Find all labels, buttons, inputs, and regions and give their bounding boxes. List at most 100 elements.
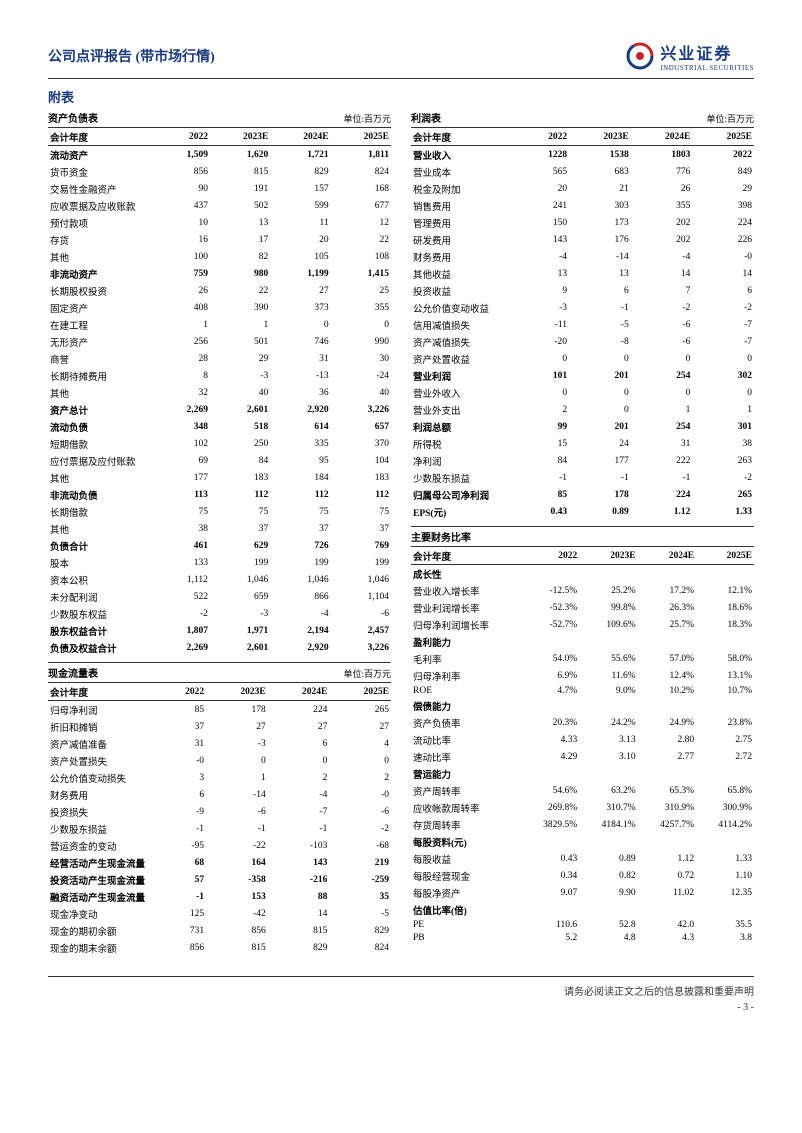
table-cell: -12.5% xyxy=(521,582,579,599)
table-cell: 35 xyxy=(329,888,391,905)
table-cell: 100 xyxy=(158,248,210,265)
table-cell: 营业利润 xyxy=(411,367,521,384)
table-cell: -1 xyxy=(158,820,206,837)
table-cell: 财务费用 xyxy=(48,786,158,803)
table-cell: 265 xyxy=(692,486,754,503)
table-cell: 310.9% xyxy=(638,799,696,816)
table-cell: 815 xyxy=(210,163,270,180)
table-cell: 无形资产 xyxy=(48,333,158,350)
table-cell: -4 xyxy=(521,248,569,265)
table-row: 资产处置收益0000 xyxy=(411,350,754,367)
table-cell: 177 xyxy=(569,452,631,469)
table-cell: 75 xyxy=(210,503,270,520)
table-cell: -0 xyxy=(158,752,206,769)
table-row: 财务费用-4-14-4-0 xyxy=(411,248,754,265)
table-cell: -0 xyxy=(329,786,391,803)
table-cell: 在建工程 xyxy=(48,316,158,333)
table-cell: 856 xyxy=(206,922,268,939)
table-cell: 746 xyxy=(270,333,330,350)
table-cell: 178 xyxy=(206,701,268,719)
table-row: 营运能力 xyxy=(411,765,754,782)
table-cell: -20 xyxy=(521,333,569,350)
table-cell: 659 xyxy=(210,588,270,605)
table-cell: 0 xyxy=(521,384,569,401)
table-cell: 112 xyxy=(331,486,391,503)
table-cell: 829 xyxy=(329,922,391,939)
table-cell: 125 xyxy=(158,905,206,922)
table-cell: 22 xyxy=(331,231,391,248)
table-cell: 其他 xyxy=(48,469,158,486)
table-cell: 153 xyxy=(206,888,268,905)
table-row: PB5.24.84.33.8 xyxy=(411,931,754,944)
table-cell: 65.8% xyxy=(696,782,754,799)
company-logo: 兴业证券 INDUSTRIAL SECURITIES xyxy=(626,40,754,72)
table-row: 投资收益9676 xyxy=(411,282,754,299)
footer-disclaimer: 请务必阅读正文之后的信息披露和重要声明 xyxy=(48,976,754,998)
table-cell: 现金的期末余额 xyxy=(48,939,158,956)
table-cell xyxy=(696,765,754,782)
table-cell: 0 xyxy=(270,316,330,333)
table-cell: 0 xyxy=(206,752,268,769)
table-cell: 2,457 xyxy=(331,622,391,639)
table-cell: 1,112 xyxy=(158,571,210,588)
table-cell: 265 xyxy=(329,701,391,719)
table-row: 长期待摊费用8-3-13-24 xyxy=(48,367,391,384)
table-row: 应收票据及应收账款437502599677 xyxy=(48,197,391,214)
table-cell: 0.89 xyxy=(579,850,637,867)
table-row: 营业利润增长率-52.3%99.8%26.3%18.6% xyxy=(411,599,754,616)
table-cell: 24 xyxy=(569,435,631,452)
table-row: 非流动资产7599801,1991,415 xyxy=(48,265,391,282)
table-cell: 交易性金融资产 xyxy=(48,180,158,197)
logo-swirl-icon xyxy=(626,42,654,70)
table-cell: 17 xyxy=(210,231,270,248)
column-header: 2023E xyxy=(569,128,631,146)
table-cell: 726 xyxy=(270,537,330,554)
table-row: 少数股东损益-1-1-1-2 xyxy=(48,820,391,837)
table-cell: 4.8 xyxy=(579,931,637,944)
table-cell xyxy=(638,901,696,918)
table-cell xyxy=(638,833,696,850)
table-cell: 173 xyxy=(569,214,631,231)
table-cell: 20.3% xyxy=(521,714,579,731)
table-cell xyxy=(638,697,696,714)
table-cell: 201 xyxy=(569,418,631,435)
table-cell: 168 xyxy=(331,180,391,197)
table-cell: -216 xyxy=(268,871,330,888)
table-row: 销售费用241303355398 xyxy=(411,197,754,214)
table-cell: 1 xyxy=(692,401,754,418)
table-cell: 16 xyxy=(158,231,210,248)
table-cell: 1 xyxy=(631,401,693,418)
balance-sheet-unit: 单位:百万元 xyxy=(343,112,391,125)
table-cell: 11.02 xyxy=(638,884,696,901)
table-cell: 84 xyxy=(521,452,569,469)
table-cell: 157 xyxy=(270,180,330,197)
table-cell: -3 xyxy=(210,605,270,622)
table-cell xyxy=(696,697,754,714)
table-cell: 21 xyxy=(569,180,631,197)
table-row: 管理费用150173202224 xyxy=(411,214,754,231)
table-row: 信用减值损失-11-5-6-7 xyxy=(411,316,754,333)
table-cell: 856 xyxy=(158,939,206,956)
table-cell: 0.34 xyxy=(521,867,579,884)
table-cell: 263 xyxy=(692,452,754,469)
table-row: 流动资产1,5091,6201,7211,811 xyxy=(48,146,391,164)
table-cell: 31 xyxy=(270,350,330,367)
table-cell: 177 xyxy=(158,469,210,486)
column-header: 会计年度 xyxy=(411,128,521,146)
table-cell: 105 xyxy=(270,248,330,265)
table-cell: 10.7% xyxy=(696,684,754,697)
table-row: ROE4.7%9.0%10.2%10.7% xyxy=(411,684,754,697)
table-cell: 178 xyxy=(569,486,631,503)
table-cell: 1.12 xyxy=(638,850,696,867)
table-cell: 估值比率(倍) xyxy=(411,901,521,918)
table-row: 财务费用6-14-4-0 xyxy=(48,786,391,803)
table-row: 股东权益合计1,8071,9712,1942,457 xyxy=(48,622,391,639)
table-row: 所得税15243138 xyxy=(411,435,754,452)
column-header: 2025E xyxy=(696,547,754,565)
table-cell: 75 xyxy=(270,503,330,520)
table-cell: 84 xyxy=(210,452,270,469)
table-cell: -68 xyxy=(329,837,391,854)
table-cell: 25.2% xyxy=(579,582,637,599)
table-cell xyxy=(638,565,696,583)
table-cell: 75 xyxy=(158,503,210,520)
